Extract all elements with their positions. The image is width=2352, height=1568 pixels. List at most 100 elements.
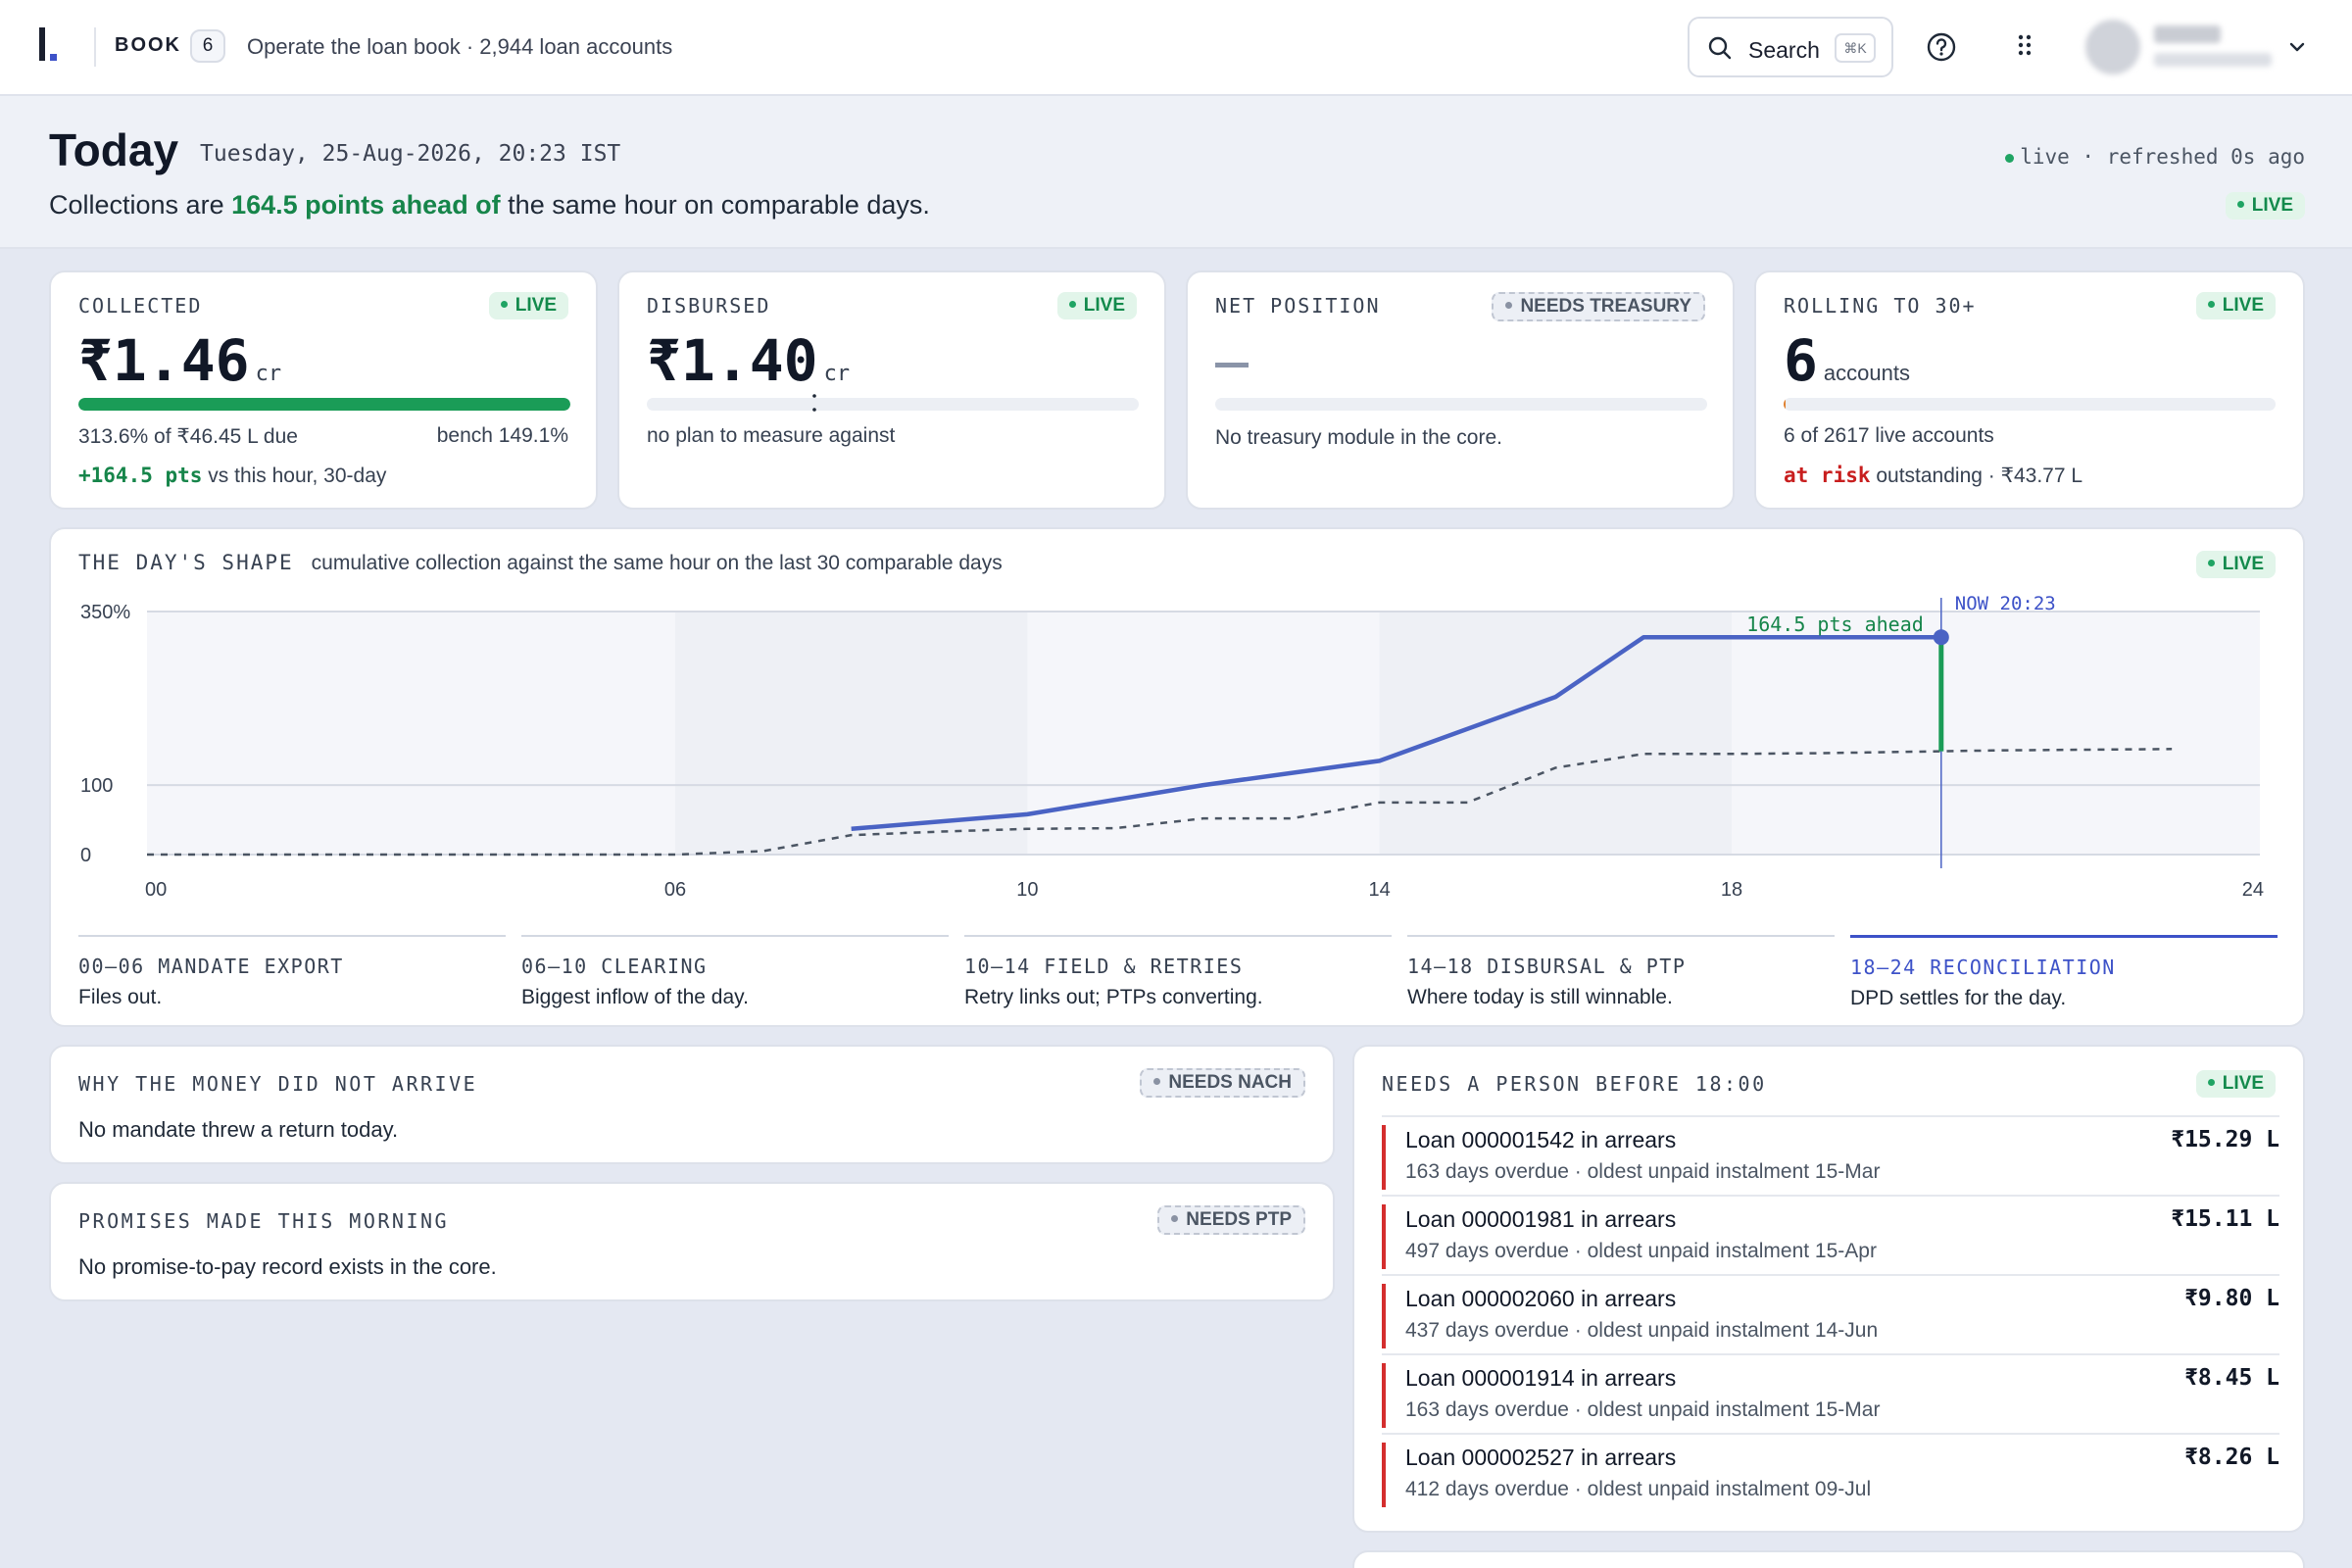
search-shortcut: ⌘K bbox=[1835, 33, 1876, 63]
arrears-list: Loan 000001542 in arrears 163 days overdu… bbox=[1382, 1115, 2279, 1512]
y-tick-label: 100 bbox=[80, 775, 113, 797]
kpi-collected[interactable]: COLLECTED LIVE ₹1.46 cr 313.6% of ₹46.45 … bbox=[49, 270, 598, 510]
x-tick-label: 14 bbox=[1369, 879, 1391, 901]
needs-treasury-badge: NEEDS TREASURY bbox=[1492, 292, 1705, 321]
loan-amount: ₹8.26 L bbox=[2184, 1445, 2279, 1470]
kpi-rolling-30[interactable]: ROLLING TO 30+ LIVE 6 accounts 6 of 2617 … bbox=[1754, 270, 2305, 510]
kpi-net-position[interactable]: NET POSITION NEEDS TREASURY No treasury … bbox=[1186, 270, 1735, 510]
kpi-note: no plan to measure against bbox=[647, 424, 896, 447]
kpi-label: ROLLING TO 30+ bbox=[1784, 294, 1977, 318]
phase-strip: 00–06 MANDATE EXPORT Files out. 06–10 CLEA… bbox=[78, 935, 2279, 1013]
day-shape-chart[interactable]: 0 100 350% 00 06 10 14 18 24 164.5 pts ahead NOW 2… bbox=[51, 529, 2307, 941]
phase-0[interactable]: 00–06 MANDATE EXPORT Files out. bbox=[78, 935, 506, 1013]
phase-desc: Retry links out; PTPs converting. bbox=[964, 986, 1263, 1008]
loan-detail: 163 days overdue · oldest unpaid instalm… bbox=[1405, 1398, 1881, 1421]
app-logo[interactable] bbox=[39, 27, 59, 63]
list-item[interactable]: Loan 000001914 in arrears 163 days overdu… bbox=[1382, 1353, 2279, 1433]
progress-bar bbox=[1784, 398, 2276, 411]
progress-bar bbox=[78, 398, 570, 411]
search-button[interactable]: Search ⌘K bbox=[1688, 17, 1893, 77]
loan-title: Loan 000001914 in arrears bbox=[1405, 1365, 1677, 1391]
day-shape-card: THE DAY'S SHAPE cumulative collection aga… bbox=[49, 527, 2305, 1027]
search-label: Search bbox=[1748, 37, 1820, 63]
chevron-down-icon[interactable] bbox=[2287, 37, 2307, 57]
benchmark-series-line bbox=[147, 748, 2173, 857]
loan-title: Loan 000001542 in arrears bbox=[1405, 1127, 1677, 1152]
progress-bar bbox=[1215, 398, 1707, 411]
phase-band bbox=[1379, 612, 1732, 855]
chart-title: THE DAY'S SHAPE bbox=[78, 551, 294, 574]
divider bbox=[94, 27, 96, 67]
kpi-label: DISBURSED bbox=[647, 294, 771, 318]
risk-accent bbox=[1382, 1443, 1386, 1507]
apps-grid-icon[interactable] bbox=[2017, 33, 2033, 61]
x-tick-label: 06 bbox=[664, 879, 686, 901]
today-series-line bbox=[851, 634, 1941, 832]
phase-desc: Where today is still winnable. bbox=[1407, 986, 1673, 1008]
x-tick-label: 10 bbox=[1016, 879, 1038, 901]
phase-desc: DPD settles for the day. bbox=[1850, 987, 2067, 1009]
phase-3[interactable]: 14–18 DISBURSAL & PTP Where today is stil… bbox=[1407, 935, 1835, 1013]
help-icon[interactable] bbox=[1926, 31, 1957, 63]
book-count-badge[interactable]: 6 bbox=[190, 29, 225, 63]
live-badge: LIVE bbox=[2195, 292, 2276, 319]
list-item[interactable]: Loan 000002060 in arrears 437 days overdu… bbox=[1382, 1274, 2279, 1353]
today-header: Today Tuesday, 25-Aug-2026, 20:23 IST Co… bbox=[0, 96, 2352, 249]
kpi-delta: +164.5 pts vs this hour, 30-day bbox=[78, 464, 387, 487]
card-title: WHY THE MONEY DID NOT ARRIVE bbox=[78, 1072, 478, 1096]
kpi-note: No treasury module in the core. bbox=[1215, 426, 1502, 449]
progress-bar bbox=[647, 398, 1139, 411]
book-label: BOOK bbox=[115, 34, 181, 56]
loan-detail: 497 days overdue · oldest unpaid instalm… bbox=[1405, 1240, 1877, 1262]
phase-title: 00–06 MANDATE EXPORT bbox=[78, 955, 344, 978]
phase-4[interactable]: 18–24 RECONCILIATION DPD settles for the … bbox=[1850, 935, 2278, 1013]
top-bar: BOOK 6 Operate the loan book · 2,944 loa… bbox=[0, 0, 2352, 96]
now-point bbox=[1933, 629, 1949, 646]
phase-1[interactable]: 06–10 CLEARING Biggest inflow of the day. bbox=[521, 935, 949, 1013]
phase-title: 10–14 FIELD & RETRIES bbox=[964, 955, 1244, 978]
kpi-at-risk: at risk outstanding · ₹43.77 L bbox=[1784, 464, 2083, 487]
kpi-value: 6 accounts bbox=[1784, 327, 1910, 394]
loan-title: Loan 000001981 in arrears bbox=[1405, 1206, 1677, 1232]
loan-amount: ₹15.11 L bbox=[2171, 1206, 2279, 1232]
phase-2[interactable]: 10–14 FIELD & RETRIES Retry links out; PT… bbox=[964, 935, 1392, 1013]
loan-title: Loan 000002060 in arrears bbox=[1405, 1286, 1677, 1311]
kpi-value: ₹1.40 cr bbox=[647, 327, 851, 394]
kpi-value: ₹1.46 cr bbox=[78, 327, 282, 394]
live-badge: LIVE bbox=[1056, 292, 1137, 319]
risk-accent bbox=[1382, 1204, 1386, 1269]
page-context-title: Operate the loan book · 2,944 loan accou… bbox=[247, 34, 673, 59]
chart-subtitle: cumulative collection against the same h… bbox=[311, 552, 1003, 574]
x-tick-label: 18 bbox=[1721, 879, 1742, 901]
empty-value-dash bbox=[1215, 363, 1249, 368]
current-date: Tuesday, 25-Aug-2026, 20:23 IST bbox=[200, 141, 621, 167]
loan-detail: 412 days overdue · oldest unpaid instalm… bbox=[1405, 1478, 1872, 1500]
y-tick-label: 0 bbox=[80, 845, 91, 866]
user-name-redacted bbox=[2154, 25, 2221, 43]
loan-amount: ₹9.80 L bbox=[2184, 1286, 2279, 1311]
live-badge: LIVE bbox=[488, 292, 568, 319]
needs-ptp-badge: NEEDS PTP bbox=[1157, 1205, 1305, 1235]
card-text: No promise-to-pay record exists in the c… bbox=[78, 1254, 497, 1279]
avatar[interactable] bbox=[2085, 20, 2140, 74]
now-label: NOW 20:23 bbox=[1955, 593, 2056, 614]
collections-summary: Collections are 164.5 points ahead of th… bbox=[49, 190, 930, 220]
risk-accent bbox=[1382, 1125, 1386, 1190]
live-dot-icon bbox=[2005, 153, 2015, 163]
kpi-label: COLLECTED bbox=[78, 294, 203, 318]
list-item[interactable]: Loan 000002527 in arrears 412 days overdu… bbox=[1382, 1433, 2279, 1512]
list-item[interactable]: Loan 000001981 in arrears 497 days overdu… bbox=[1382, 1195, 2279, 1274]
progress-fill bbox=[78, 398, 570, 411]
kpi-label: NET POSITION bbox=[1215, 294, 1381, 318]
search-icon bbox=[1708, 36, 1732, 60]
loan-detail: 163 days overdue · oldest unpaid instalm… bbox=[1405, 1160, 1881, 1183]
list-item[interactable]: Loan 000001542 in arrears 163 days overdu… bbox=[1382, 1115, 2279, 1195]
y-tick-label: 350% bbox=[80, 602, 130, 623]
next-card bbox=[1352, 1550, 2305, 1568]
chart-header: THE DAY'S SHAPE cumulative collection aga… bbox=[78, 551, 1003, 575]
progress-fill bbox=[1784, 398, 1786, 411]
kpi-share: 6 of 2617 live accounts bbox=[1784, 424, 1994, 447]
ahead-label: 164.5 pts ahead bbox=[1746, 612, 1924, 636]
phase-title: 14–18 DISBURSAL & PTP bbox=[1407, 955, 1687, 978]
kpi-disbursed[interactable]: DISBURSED LIVE ₹1.40 cr no plan to measur… bbox=[617, 270, 1166, 510]
